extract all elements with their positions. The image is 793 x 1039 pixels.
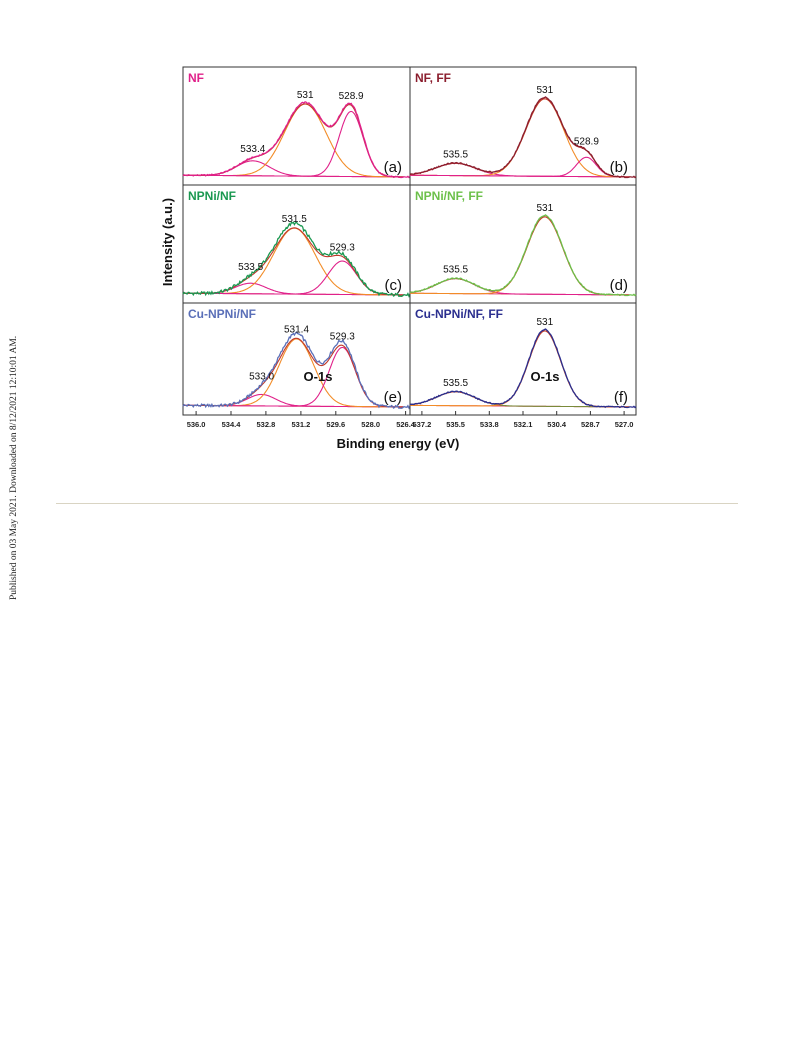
peak-label: 533.5 bbox=[238, 262, 263, 273]
fit-envelope-line bbox=[183, 103, 410, 178]
peak-label: 533.4 bbox=[240, 144, 265, 155]
x-tick-label: 537.2 bbox=[413, 420, 432, 429]
raw-spectrum-line bbox=[409, 214, 637, 297]
peak-label: 529.3 bbox=[330, 243, 355, 254]
panel-title: NPNi/NF, FF bbox=[415, 189, 483, 203]
panel-frame bbox=[182, 66, 411, 186]
component-peak-line-529.3 bbox=[183, 260, 410, 296]
x-tick-label: 532.1 bbox=[514, 420, 533, 429]
raw-spectrum-line bbox=[409, 328, 637, 409]
x-tick-label: 530.4 bbox=[547, 420, 567, 429]
panel-d: 535.5 531 NPNi/NF, FF (d) bbox=[409, 184, 637, 304]
panel-title: Cu-NPNi/NF bbox=[188, 307, 256, 321]
panel-letter: (c) bbox=[385, 277, 403, 294]
peak-label: 535.5 bbox=[443, 149, 468, 160]
panel-letter: (b) bbox=[610, 159, 628, 176]
side-note-text: Published on 03 May 2021. Downloaded on … bbox=[9, 336, 19, 600]
peak-label: 529.3 bbox=[330, 331, 355, 342]
x-tick-label: 531.2 bbox=[292, 420, 311, 429]
peak-label: 533.0 bbox=[249, 371, 274, 382]
peak-label: 531.5 bbox=[282, 214, 307, 225]
peak-label: 531 bbox=[297, 90, 314, 101]
x-tick-label: 532.8 bbox=[257, 420, 276, 429]
peak-label: 528.9 bbox=[339, 91, 364, 102]
x-tick-label: 527.0 bbox=[615, 420, 634, 429]
raw-spectrum-line bbox=[182, 221, 411, 298]
panel-b: 535.5 531 528.9 NF, FF (b) bbox=[409, 66, 637, 186]
component-peak-line-528.9 bbox=[410, 156, 636, 178]
panel-letter: (d) bbox=[610, 277, 628, 294]
peak-label: 531 bbox=[536, 203, 553, 214]
core-level-label: O-1s bbox=[304, 369, 333, 384]
panel-title: NPNi/NF bbox=[188, 189, 236, 203]
publication-side-note: Published on 03 May 2021. Downloaded on … bbox=[9, 336, 19, 600]
component-peak-line-531 bbox=[410, 330, 636, 408]
peak-label: 531 bbox=[536, 317, 553, 328]
x-axis-label: Binding energy (eV) bbox=[337, 436, 460, 451]
panel-title: NF, FF bbox=[415, 71, 451, 85]
raw-spectrum-line bbox=[182, 331, 411, 410]
x-tick-label: 528.0 bbox=[361, 420, 380, 429]
component-peak-line-531 bbox=[183, 103, 410, 178]
x-tick-label: 526.4 bbox=[396, 420, 416, 429]
peak-label: 535.5 bbox=[443, 265, 468, 276]
peak-label: 528.9 bbox=[574, 137, 599, 148]
component-peak-line-529.3 bbox=[183, 346, 410, 408]
peak-label: 531.4 bbox=[284, 324, 309, 335]
panel-letter: (e) bbox=[384, 389, 402, 406]
component-peak-line-528.9 bbox=[183, 110, 410, 178]
raw-spectrum-line bbox=[409, 96, 637, 179]
peak-label: 535.5 bbox=[443, 378, 468, 389]
x-tick-label: 536.0 bbox=[187, 420, 206, 429]
panel-letter: (f) bbox=[614, 389, 628, 406]
panel-title: NF bbox=[188, 71, 204, 85]
page-divider bbox=[56, 503, 738, 504]
component-peak-line-531.4 bbox=[183, 338, 410, 408]
panel-title: Cu-NPNi/NF, FF bbox=[415, 307, 503, 321]
x-tick-label: 535.5 bbox=[446, 420, 465, 429]
fit-envelope-line bbox=[183, 227, 410, 296]
panel-e: 533.0 531.4 529.3 Cu-NPNi/NF (e) O-1s 536.0 534… bbox=[182, 302, 416, 429]
peak-label: 531 bbox=[536, 85, 553, 96]
fit-envelope-line bbox=[409, 330, 636, 408]
fit-envelope-line bbox=[183, 337, 410, 408]
x-tick-label: 534.4 bbox=[222, 420, 242, 429]
core-level-label: O-1s bbox=[531, 369, 560, 384]
raw-spectrum-line bbox=[182, 101, 411, 179]
x-tick-label: 533.8 bbox=[480, 420, 499, 429]
x-tick-label: 529.6 bbox=[326, 420, 345, 429]
component-peak-line-531.5 bbox=[183, 227, 410, 296]
panel-f: 535.5 531 Cu-NPNi/NF, FF (f) O-1s 537.2 535.5 5… bbox=[409, 302, 637, 429]
panel-c: 533.5 531.5 529.3 NPNi/NF (c) bbox=[182, 184, 411, 304]
y-axis-label: Intensity (a.u.) bbox=[160, 198, 175, 286]
x-tick-label: 528.7 bbox=[581, 420, 600, 429]
panel-letter: (a) bbox=[384, 159, 402, 176]
panel-a: 533.4 531 528.9 NF (a) bbox=[182, 66, 411, 186]
panel-grid: 533.4 531 528.9 NF (a) 535.5 531 528.9 NF, FF (b)… bbox=[182, 66, 637, 429]
